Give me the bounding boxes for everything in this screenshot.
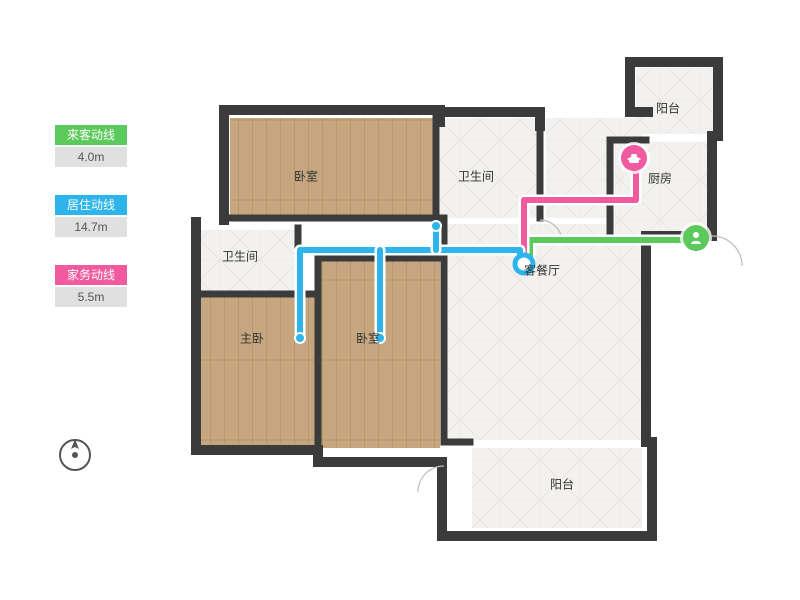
room-label-balcony-2: 阳台 <box>550 476 574 493</box>
room-label-bedroom-2: 卧室 <box>356 330 380 347</box>
room-label-master-bedroom: 主卧 <box>240 330 264 347</box>
room-label-balcony-1: 阳台 <box>656 100 680 117</box>
pot-icon <box>621 145 647 171</box>
floorplan <box>0 0 800 600</box>
person-icon <box>683 225 709 251</box>
room-label-bathroom-1: 卫生间 <box>458 168 494 185</box>
room-label-kitchen: 厨房 <box>648 170 672 187</box>
room-label-living-dining: 客餐厅 <box>524 262 560 279</box>
room-label-bathroom-2: 卫生间 <box>222 248 258 265</box>
room-label-bedroom-1: 卧室 <box>294 168 318 185</box>
